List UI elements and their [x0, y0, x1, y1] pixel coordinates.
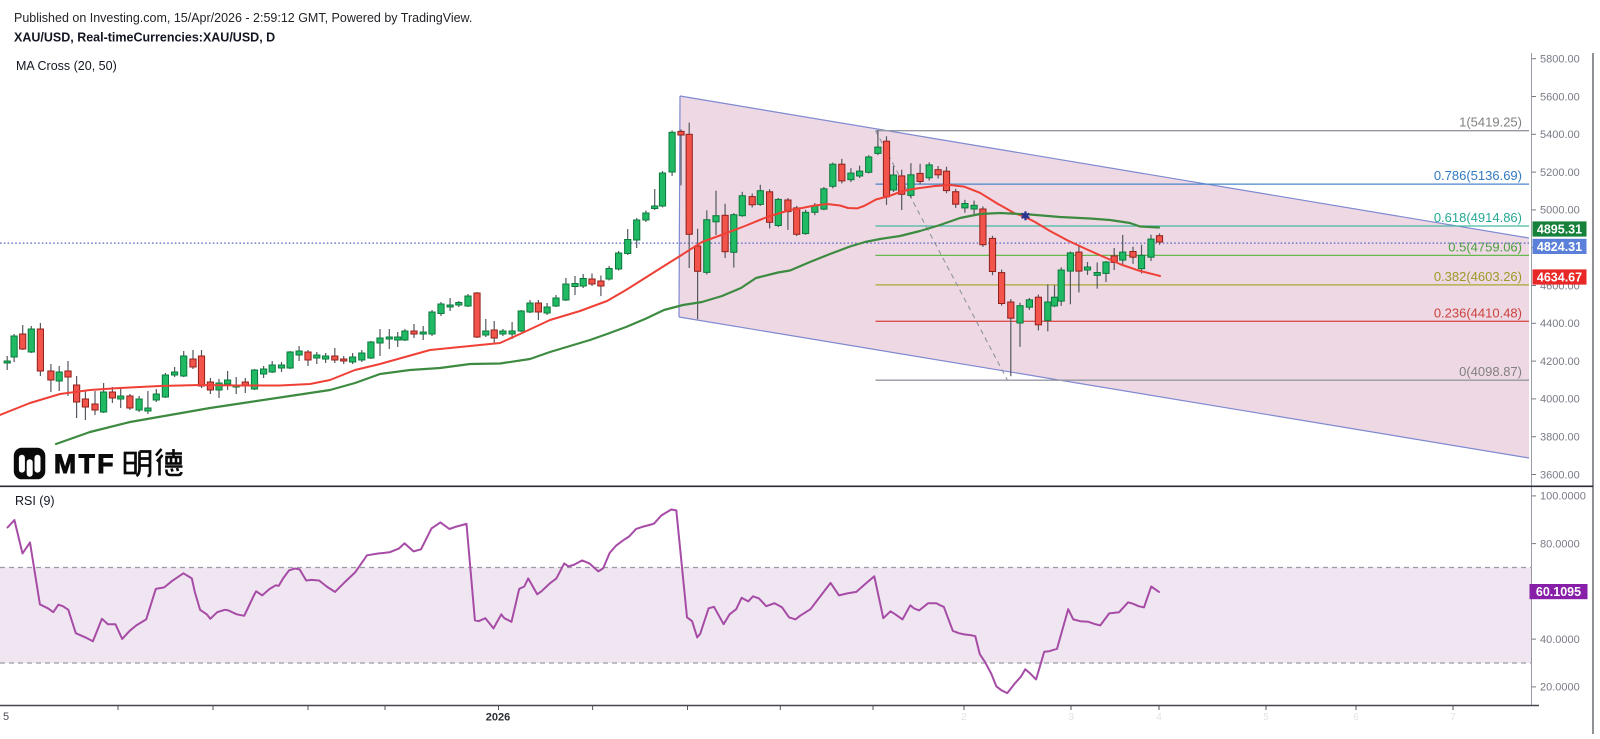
svg-text:60.1095: 60.1095	[1536, 585, 1581, 599]
svg-text:5200.00: 5200.00	[1540, 167, 1580, 179]
svg-text:20.0000: 20.0000	[1540, 682, 1580, 694]
svg-text:4634.67: 4634.67	[1537, 270, 1582, 284]
svg-text:3600.00: 3600.00	[1540, 469, 1580, 481]
svg-text:4400.00: 4400.00	[1540, 318, 1580, 330]
svg-text:0.618(4914.86): 0.618(4914.86)	[1434, 210, 1522, 225]
svg-text:7: 7	[1450, 712, 1456, 723]
svg-text:5600.00: 5600.00	[1540, 91, 1580, 103]
svg-text:6: 6	[1353, 712, 1359, 723]
svg-text:2026: 2026	[486, 712, 510, 724]
svg-text:MTF: MTF	[54, 449, 116, 479]
svg-text:80.0000: 80.0000	[1540, 538, 1580, 550]
svg-text:4895.31: 4895.31	[1537, 222, 1582, 236]
svg-text:2: 2	[961, 712, 967, 723]
svg-text:5: 5	[3, 711, 9, 723]
svg-text:4824.31: 4824.31	[1537, 240, 1582, 254]
svg-text:0.5(4759.06): 0.5(4759.06)	[1448, 239, 1522, 254]
svg-text:5000.00: 5000.00	[1540, 205, 1580, 217]
svg-text:3: 3	[1068, 712, 1074, 723]
svg-text:✱: ✱	[1021, 211, 1031, 223]
svg-text:XAU/USD, Real-timeCurrencies:X: XAU/USD, Real-timeCurrencies:XAU/USD, D	[14, 31, 275, 45]
svg-text:4: 4	[1156, 712, 1162, 723]
svg-text:5800.00: 5800.00	[1540, 54, 1580, 66]
svg-text:0.786(5136.69): 0.786(5136.69)	[1434, 168, 1522, 183]
svg-text:0(4098.87): 0(4098.87)	[1459, 364, 1522, 379]
svg-text:4200.00: 4200.00	[1540, 356, 1580, 368]
svg-text:40.0000: 40.0000	[1540, 634, 1580, 646]
svg-text:100.0000: 100.0000	[1540, 491, 1586, 503]
svg-text:3800.00: 3800.00	[1540, 432, 1580, 444]
svg-text:MA Cross (20, 50): MA Cross (20, 50)	[16, 59, 117, 73]
svg-text:Published on Investing.com, 15: Published on Investing.com, 15/Apr/2026 …	[14, 11, 472, 25]
svg-text:5400.00: 5400.00	[1540, 129, 1580, 141]
svg-text:1(5419.25): 1(5419.25)	[1459, 115, 1522, 130]
svg-text:RSI (9): RSI (9)	[15, 494, 55, 508]
svg-text:0.236(4410.48): 0.236(4410.48)	[1434, 305, 1522, 320]
svg-text:4000.00: 4000.00	[1540, 394, 1580, 406]
svg-text:5: 5	[1263, 712, 1269, 723]
svg-text:0.382(4603.26): 0.382(4603.26)	[1434, 269, 1522, 284]
